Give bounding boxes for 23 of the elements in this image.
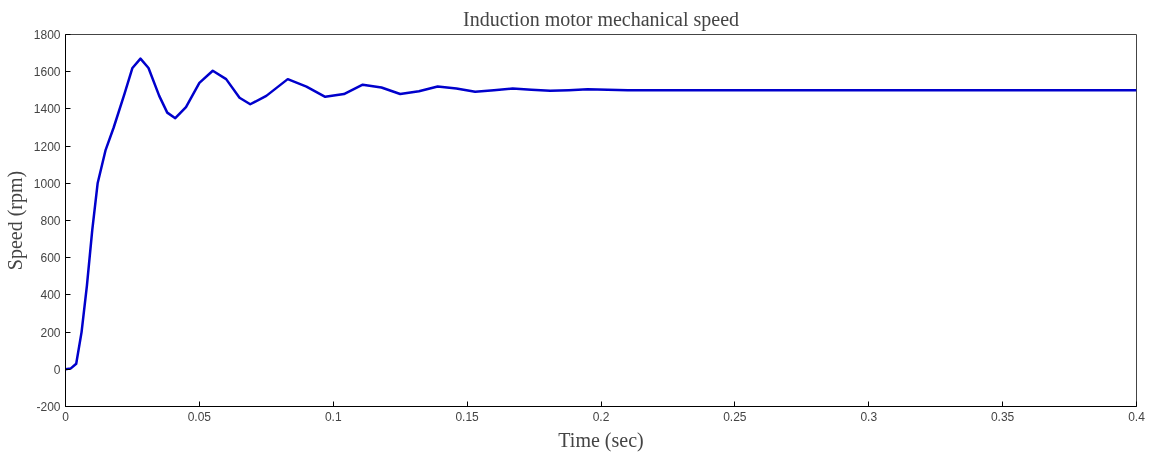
y-tick-label: 200 <box>40 325 61 340</box>
y-tick-label: 800 <box>40 214 61 228</box>
x-tick-label: 0.35 <box>990 409 1015 424</box>
y-tick-label: 1600 <box>33 65 61 80</box>
x-tick-label: 0.2 <box>592 409 610 424</box>
x-tick-label: 0.4 <box>1128 409 1146 424</box>
y-tick-label: 1200 <box>33 139 61 154</box>
y-tick-label: 400 <box>40 288 61 303</box>
line-series <box>65 57 1137 371</box>
chart-title: Induction motor mechanical speed <box>462 7 740 31</box>
x-tick-label: 0.25 <box>723 409 747 424</box>
y-tick-label: -200 <box>36 400 61 414</box>
y-tick-label: 600 <box>40 251 61 266</box>
y-axis-title: Speed (rpm) <box>3 170 27 271</box>
x-tick-label: 0.3 <box>860 409 878 424</box>
x-tick-label: 0.1 <box>324 409 342 424</box>
x-tick-label: 0.15 <box>455 409 480 424</box>
y-tick-label: 1800 <box>33 28 61 42</box>
x-axis-title: Time (sec) <box>558 428 644 452</box>
y-tick-label: 0 <box>53 362 61 377</box>
y-tick-label: 1400 <box>33 102 61 117</box>
x-tick-label: 0.05 <box>187 409 212 424</box>
y-tick-label: 1000 <box>33 176 61 191</box>
